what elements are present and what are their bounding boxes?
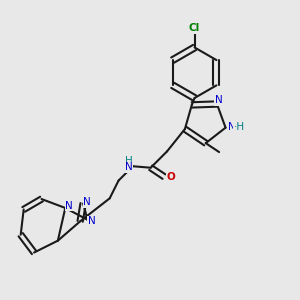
Text: N: N <box>214 95 222 105</box>
Text: N: N <box>83 197 91 207</box>
Text: N: N <box>125 162 133 172</box>
Text: O: O <box>166 172 175 182</box>
Text: N: N <box>65 201 73 211</box>
Text: N: N <box>88 216 95 226</box>
Text: N: N <box>228 122 236 132</box>
Text: ·H: ·H <box>234 122 245 132</box>
Text: H: H <box>125 156 133 166</box>
Text: Cl: Cl <box>189 23 200 33</box>
